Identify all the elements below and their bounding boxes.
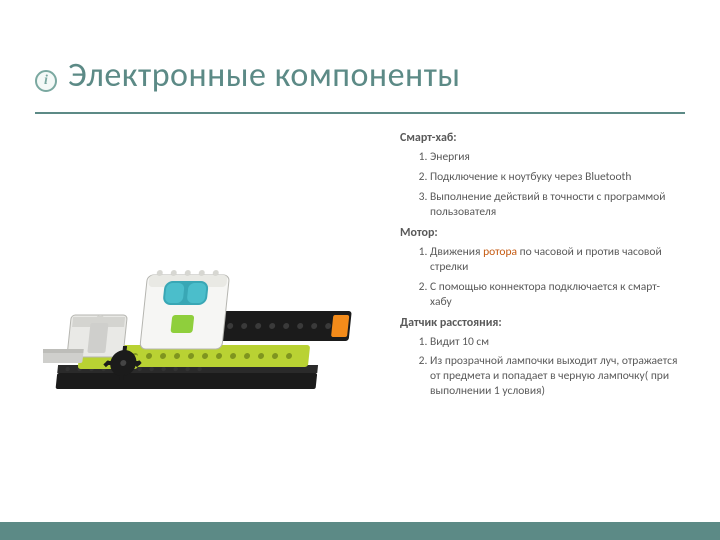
- list-item: Подключение к ноутбуку через Bluetooth: [430, 170, 685, 185]
- info-icon: i: [35, 70, 57, 92]
- list-item: С помощью коннектора подключается к смар…: [430, 280, 685, 310]
- section-list: Движения ротора по часовой и против часо…: [430, 245, 685, 310]
- section-list: Видит 10 см Из прозрачной лампочки выходи…: [430, 335, 685, 400]
- list-item: Видит 10 см: [430, 335, 685, 350]
- illustration-area: [35, 125, 380, 500]
- footer-bar: [0, 522, 720, 540]
- page-title: Электронные компоненты: [68, 55, 461, 96]
- highlight-word: ротора: [483, 245, 517, 259]
- list-item: Выполнение действий в точности с програм…: [430, 190, 685, 220]
- section-list: Энергия Подключение к ноутбуку через Blue…: [430, 150, 685, 220]
- text-column: Смарт-хаб: Энергия Подключение к ноутбуку …: [380, 125, 685, 500]
- section-heading: Датчик расстояния:: [400, 316, 685, 330]
- list-item: Из прозрачной лампочки выходит луч, отра…: [430, 354, 685, 399]
- slide: i Электронные компоненты: [0, 0, 720, 540]
- list-item: Движения ротора по часовой и против часо…: [430, 245, 685, 275]
- device-svg: [43, 223, 373, 433]
- device-illustration: [43, 223, 373, 433]
- body: Смарт-хаб: Энергия Подключение к ноутбуку …: [35, 125, 685, 500]
- section-heading: Мотор:: [400, 226, 685, 240]
- list-item: Энергия: [430, 150, 685, 165]
- section-heading: Смарт-хаб:: [400, 131, 685, 145]
- title-underline: [35, 112, 685, 114]
